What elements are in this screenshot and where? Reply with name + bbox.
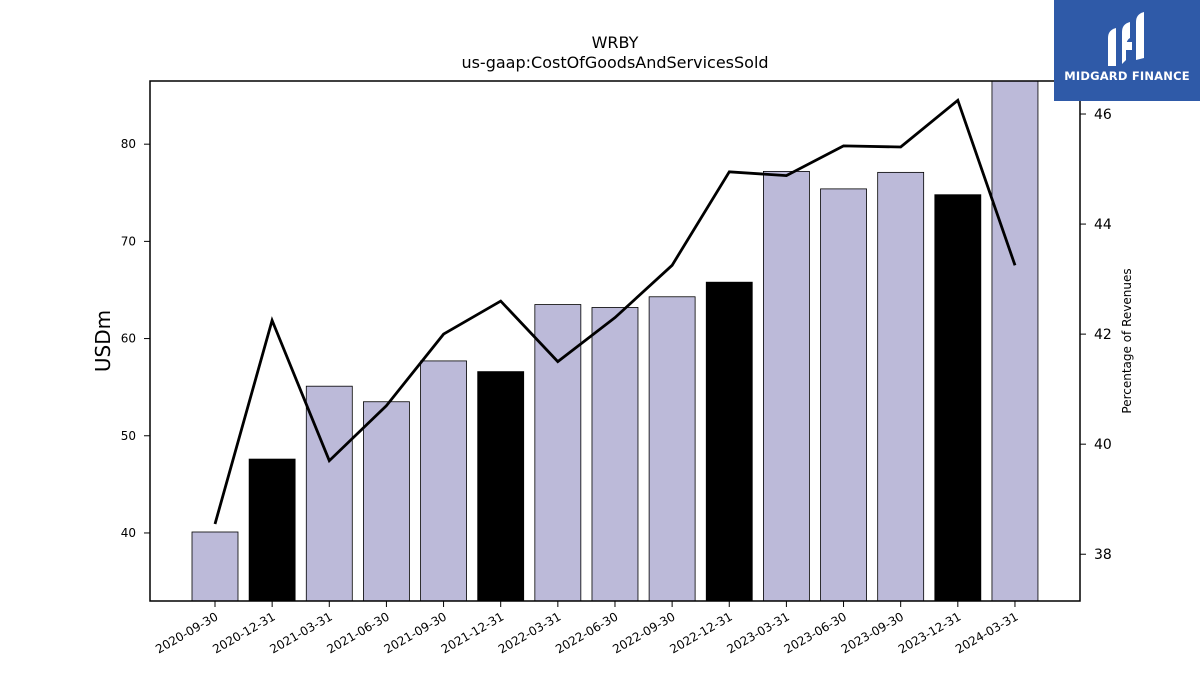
y2-tick-label: 44 xyxy=(1094,217,1112,233)
y2-axis-label: Percentage of Revenues xyxy=(1120,268,1134,413)
y-tick-label: 40 xyxy=(121,526,136,540)
line-group xyxy=(213,97,1017,525)
bar xyxy=(420,360,467,602)
y2-tick-label: 42 xyxy=(1094,327,1112,343)
chart-title: WRBY xyxy=(592,33,639,52)
y2-tick-label: 40 xyxy=(1094,437,1112,453)
x-tick-label: 2020-09-30 xyxy=(153,609,220,656)
bar xyxy=(248,458,296,602)
brand-name: MIDGARD FINANCE xyxy=(1064,69,1190,83)
x-tick-label: 2021-03-31 xyxy=(267,609,334,656)
x-tick-label: 2024-03-31 xyxy=(953,609,1020,656)
x-axis: 2020-09-302020-12-312021-03-312021-06-30… xyxy=(153,601,1020,656)
bar xyxy=(934,194,982,602)
x-tick-label: 2021-12-31 xyxy=(439,609,506,656)
x-tick-label: 2021-06-30 xyxy=(325,609,392,656)
brand-logo: MIDGARD FINANCE xyxy=(1054,0,1200,101)
bar xyxy=(705,281,753,602)
x-tick-label: 2020-12-31 xyxy=(210,609,277,656)
right-axis: 38 40 42 44 46 xyxy=(1080,107,1112,563)
x-tick-label: 2023-06-30 xyxy=(782,609,849,656)
x-tick-label: 2023-09-30 xyxy=(839,609,906,656)
bar xyxy=(877,171,925,602)
x-tick-label: 2021-09-30 xyxy=(382,609,449,656)
bar xyxy=(534,304,582,602)
y-axis-label: USDm xyxy=(91,310,115,372)
y-tick-label: 70 xyxy=(121,234,136,248)
percentage-line xyxy=(213,97,1017,525)
y-tick-label: 50 xyxy=(121,429,136,443)
bar xyxy=(363,401,410,602)
x-tick-label: 2022-12-31 xyxy=(667,609,734,656)
bar xyxy=(763,170,810,602)
x-tick-label: 2023-03-31 xyxy=(724,609,791,656)
bar xyxy=(648,296,696,602)
bar xyxy=(191,531,239,602)
chart-subtitle: us-gaap:CostOfGoodsAndServicesSold xyxy=(461,53,768,72)
left-axis: 40 50 60 70 80 xyxy=(121,137,150,540)
midgard-logo-icon xyxy=(1108,12,1144,66)
y2-tick-label: 38 xyxy=(1094,547,1112,563)
bar xyxy=(820,188,867,602)
y2-tick-label: 46 xyxy=(1094,107,1112,123)
bar xyxy=(477,371,525,602)
bar xyxy=(991,80,1039,602)
y-tick-label: 60 xyxy=(121,332,136,346)
bars-group xyxy=(191,80,1039,602)
x-tick-label: 2022-09-30 xyxy=(610,609,677,656)
x-tick-label: 2023-12-31 xyxy=(896,609,963,656)
x-tick-label: 2022-03-31 xyxy=(496,609,563,656)
x-tick-label: 2022-06-30 xyxy=(553,609,620,656)
bar xyxy=(591,307,639,602)
y-tick-label: 80 xyxy=(121,137,136,151)
